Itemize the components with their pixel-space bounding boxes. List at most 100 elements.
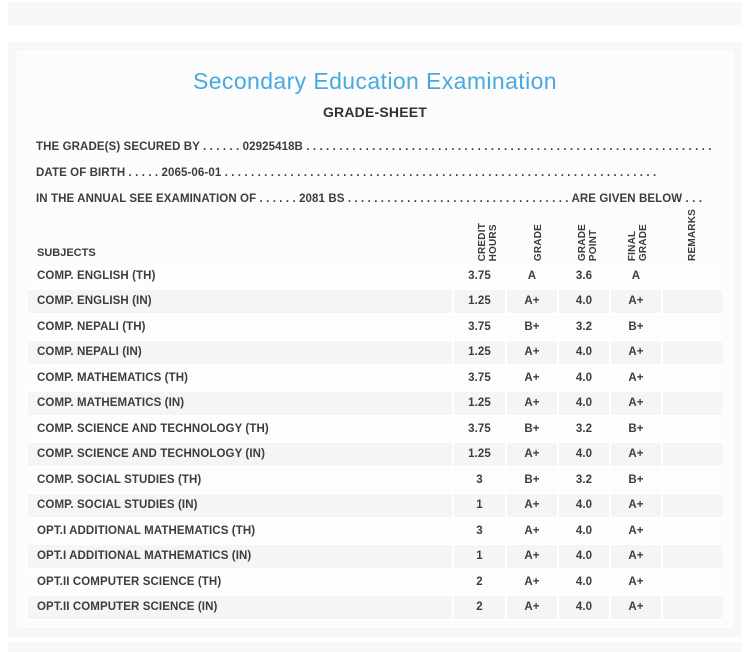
grade-point-cell: 3.2	[557, 417, 609, 441]
grade-point-cell: 3.2	[557, 315, 609, 339]
credit-hours-cell: 1.25	[452, 340, 505, 364]
final-grade-cell: A+	[609, 340, 661, 364]
grade-cell: A+	[505, 595, 557, 619]
credit-hours-cell: 3.75	[452, 417, 505, 441]
final-grade-cell: A+	[609, 289, 661, 313]
gradesheet-card: Secondary Education Examination GRADE-SH…	[8, 42, 742, 637]
grade-cell: A+	[505, 570, 557, 594]
remarks-cell	[661, 544, 722, 568]
table-row: OPT.II COMPUTER SCIENCE (TH) 2 A+ 4.0 A+	[28, 570, 722, 596]
bottom-strip	[8, 641, 742, 652]
credit-hours-cell: 2	[452, 570, 505, 594]
subject-cell: OPT.I ADDITIONAL MATHEMATICS (IN)	[37, 550, 252, 563]
remarks-cell	[661, 366, 722, 390]
gradesheet-card-inner: Secondary Education Examination GRADE-SH…	[17, 51, 733, 628]
final-grade-cell: A+	[609, 519, 661, 543]
table-row: COMP. ENGLISH (IN) 1.25 A+ 4.0 A+	[28, 289, 722, 315]
grade-cell: A+	[505, 519, 557, 543]
grade-cell: A+	[505, 340, 557, 364]
final-grade-cell: A+	[609, 570, 661, 594]
credit-hours-cell: 1	[452, 544, 505, 568]
subject-cell: COMP. ENGLISH (TH)	[37, 269, 156, 282]
final-grade-cell: B+	[609, 468, 661, 492]
grade-cell: B+	[505, 417, 557, 441]
header-remarks-label: REMARKS	[687, 209, 698, 261]
page-title: Secondary Education Examination	[192, 68, 557, 94]
top-bar	[8, 2, 742, 25]
subject-cell: OPT.II COMPUTER SCIENCE (TH)	[37, 575, 222, 588]
final-grade-cell: A+	[609, 493, 661, 517]
final-grade-cell: A+	[609, 366, 661, 390]
grade-point-cell: 4.0	[557, 519, 609, 543]
subject-cell: COMP. MATHEMATICS (IN)	[37, 397, 185, 410]
grade-point-cell: 4.0	[557, 442, 609, 466]
final-grade-cell: B+	[609, 417, 661, 441]
gradesheet-subtitle: GRADE-SHEET	[322, 104, 428, 120]
table-row: COMP. SCIENCE AND TECHNOLOGY (IN) 1.25 A…	[28, 442, 722, 468]
table-row: COMP. SOCIAL STUDIES (IN) 1 A+ 4.0 A+	[28, 493, 722, 519]
grade-cell: B+	[505, 315, 557, 339]
remarks-cell	[661, 391, 722, 415]
credit-hours-cell: 2	[452, 595, 505, 619]
remarks-cell	[661, 417, 722, 441]
remarks-cell	[661, 442, 722, 466]
header-remarks: REMARKS	[663, 209, 722, 264]
grade-cell: A+	[505, 493, 557, 517]
header-grade: GRADE	[513, 218, 563, 264]
table-row: COMP. SOCIAL STUDIES (TH) 3 B+ 3.2 B+	[28, 468, 722, 494]
final-grade-cell: A+	[609, 391, 661, 415]
remarks-cell	[661, 264, 722, 288]
info-dots-leading: . . . . . .	[203, 141, 240, 153]
subject-cell: COMP. SOCIAL STUDIES (IN)	[37, 499, 198, 512]
table-row: COMP. MATHEMATICS (IN) 1.25 A+ 4.0 A+	[28, 391, 722, 417]
subject-cell: OPT.I ADDITIONAL MATHEMATICS (TH)	[37, 524, 256, 537]
info-value: 2065-06-01	[161, 167, 222, 179]
header-grade-point: GRADE POINT	[563, 218, 613, 264]
credit-hours-cell: 1.25	[452, 391, 505, 415]
grade-rows: COMP. ENGLISH (TH) 3.75 A 3.6 A COMP. EN…	[28, 264, 722, 621]
credit-hours-cell: 1.25	[452, 289, 505, 313]
table-row: OPT.I ADDITIONAL MATHEMATICS (IN) 1 A+ 4…	[28, 544, 722, 570]
grade-cell: A+	[505, 391, 557, 415]
grade-point-cell: 4.0	[557, 544, 609, 568]
subject-cell: COMP. SCIENCE AND TECHNOLOGY (TH)	[37, 422, 269, 435]
header-subjects: SUBJECTS	[37, 247, 96, 259]
grade-point-cell: 3.2	[557, 468, 609, 492]
credit-hours-cell: 3.75	[452, 366, 505, 390]
grade-cell: A+	[505, 366, 557, 390]
info-tail: ARE GIVEN BELOW . . .	[571, 193, 703, 205]
remarks-cell	[661, 519, 722, 543]
remarks-cell	[661, 595, 722, 619]
credit-hours-cell: 3.75	[452, 264, 505, 288]
info-lines: THE GRADE(S) SECURED BY . . . . . . 0292…	[36, 134, 714, 212]
info-value: 02925418B	[242, 141, 303, 153]
grade-point-cell: 4.0	[557, 289, 609, 313]
grade-cell: A+	[505, 442, 557, 466]
info-label: IN THE ANNUAL SEE EXAMINATION OF	[36, 193, 257, 205]
credit-hours-cell: 3	[452, 519, 505, 543]
info-line: THE GRADE(S) SECURED BY . . . . . . 0292…	[36, 134, 714, 160]
grade-point-cell: 3.6	[557, 264, 609, 288]
grade-point-cell: 4.0	[557, 595, 609, 619]
remarks-cell	[661, 340, 722, 364]
grade-cell: A+	[505, 544, 557, 568]
remarks-cell	[661, 493, 722, 517]
header-credit-hours: CREDIT HOURS	[462, 218, 513, 264]
grade-point-cell: 4.0	[557, 366, 609, 390]
grade-point-cell: 4.0	[557, 340, 609, 364]
credit-hours-cell: 1.25	[452, 442, 505, 466]
info-label: DATE OF BIRTH	[36, 167, 126, 179]
grade-cell: A	[505, 264, 557, 288]
final-grade-cell: B+	[609, 315, 661, 339]
grade-point-cell: 4.0	[557, 570, 609, 594]
subject-cell: COMP. MATHEMATICS (TH)	[37, 371, 189, 384]
table-row: COMP. NEPALI (TH) 3.75 B+ 3.2 B+	[28, 315, 722, 341]
header-credit-hours-label: CREDIT HOURS	[476, 222, 499, 261]
subject-cell: COMP. SOCIAL STUDIES (TH)	[37, 473, 202, 486]
credit-hours-cell: 3.75	[452, 315, 505, 339]
final-grade-cell: A+	[609, 595, 661, 619]
grade-cell: B+	[505, 468, 557, 492]
subject-cell: OPT.II COMPUTER SCIENCE (IN)	[37, 601, 218, 614]
header-final-grade: FINAL GRADE	[613, 218, 663, 264]
grades-table: SUBJECTS CREDIT HOURS GRADE GRADE POINT …	[28, 209, 722, 621]
